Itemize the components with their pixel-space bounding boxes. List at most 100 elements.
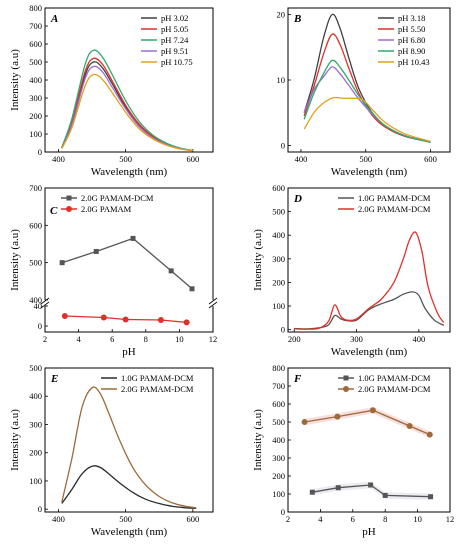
- x-axis-label: pH: [122, 346, 136, 358]
- y-tick-label: 500: [29, 363, 42, 373]
- legend-marker: [66, 195, 72, 201]
- panel-letter: F: [293, 373, 302, 385]
- x-tick-label: 8: [144, 334, 148, 344]
- series-line: [294, 291, 445, 330]
- axis-break-mark: [208, 301, 218, 309]
- series-line: [294, 231, 445, 330]
- data-point: [122, 316, 129, 323]
- x-tick-label: 400: [52, 514, 65, 524]
- legend-label: 1.0G PAMAM-DCM: [358, 373, 431, 383]
- legend-label: 1.0G PAMAM-DCM: [358, 193, 431, 203]
- legend-label: pH 5.05: [161, 24, 188, 34]
- x-tick-label: 6: [110, 334, 114, 344]
- y-tick-label: 400: [29, 295, 42, 305]
- panel-letter: A: [50, 13, 58, 25]
- y-tick-label: 600: [272, 183, 285, 193]
- y-tick-label: 600: [272, 399, 285, 409]
- y-tick-label: 10: [277, 75, 286, 85]
- x-tick-label: 300: [350, 334, 363, 344]
- legend-label: pH 5.50: [398, 24, 425, 34]
- legend-label: pH 10.75: [161, 57, 193, 67]
- y-tick-label: 20: [277, 10, 286, 20]
- data-point: [309, 489, 315, 495]
- y-tick-label: 300: [29, 419, 42, 429]
- series-line: [61, 49, 193, 152]
- y-tick-label: 500: [29, 57, 42, 67]
- legend-label: pH 7.24: [161, 35, 189, 45]
- y-tick-label: 500: [272, 207, 285, 217]
- y-tick-label: 600: [29, 220, 42, 230]
- x-tick-label: 6: [351, 514, 355, 524]
- data-point: [369, 407, 376, 414]
- y-tick-label: 200: [29, 111, 42, 121]
- y-tick-label: 300: [272, 453, 285, 463]
- legend-marker: [343, 386, 349, 392]
- x-tick-label: 600: [186, 154, 199, 164]
- panel-c: 2 4 6 8 10 12 400 500 600 700 0 40 pH Intensity (a.u)…: [9, 183, 217, 358]
- plot-frame: [44, 187, 214, 333]
- data-point: [368, 482, 374, 488]
- series-line: [61, 386, 197, 509]
- y-axis-label: Intensity (a.u): [9, 229, 21, 291]
- x-tick-label: 4: [318, 514, 323, 524]
- series-line: [61, 465, 197, 509]
- x-tick-label: 10: [413, 514, 422, 524]
- y-tick-label: 0: [281, 140, 285, 150]
- data-point: [428, 494, 434, 500]
- panel-d: 200 300 400 0 100 200 300 400 500 600 Wavelength (…: [252, 183, 451, 358]
- legend-label: 2.0G PAMAM-DCM: [358, 204, 431, 214]
- legend-label: pH 9.51: [161, 46, 188, 56]
- data-point: [334, 413, 341, 420]
- y-tick-label: 0: [38, 504, 42, 514]
- x-tick-label: 400: [52, 154, 65, 164]
- series-line: [303, 59, 431, 143]
- data-point: [93, 248, 99, 254]
- plot-frame: [287, 187, 451, 333]
- series-line: [61, 237, 193, 290]
- data-point: [130, 235, 136, 241]
- y-tick-label: 200: [272, 277, 285, 287]
- y-tick-label: 800: [29, 3, 42, 13]
- legend-label: 2.0G PAMAM-DCM: [358, 384, 431, 394]
- x-tick-label: 10: [175, 334, 184, 344]
- series-line: [303, 33, 431, 143]
- y-tick-label: 800: [272, 363, 285, 373]
- legend-label: pH 3.02: [161, 13, 188, 23]
- legend-label: 1.0G PAMAM-DCM: [121, 373, 194, 383]
- legend-label: 2.0G PAMAM-DCM: [81, 193, 154, 203]
- x-tick-label: 2: [43, 334, 47, 344]
- x-tick-label: 400: [412, 334, 425, 344]
- y-tick-label: 400: [272, 435, 285, 445]
- panel-a: 400 500 600 0 100 200 300 400 500 600 700 800 Wavele…: [9, 3, 214, 178]
- y-tick-label: 400: [29, 75, 42, 85]
- legend-marker: [66, 206, 72, 212]
- y-tick-label: 0: [281, 325, 285, 335]
- x-axis-label: Wavelength (nm): [91, 526, 168, 538]
- data-point: [183, 319, 190, 326]
- x-tick-label: 500: [119, 154, 132, 164]
- data-point: [426, 431, 433, 438]
- data-point: [168, 268, 174, 274]
- panel-e: 400 500 600 0 100 200 300 400 500 Wavelength (nm)…: [9, 363, 214, 538]
- y-tick-label: 100: [272, 489, 285, 499]
- y-tick-label: 500: [272, 417, 285, 427]
- y-axis-label: Intensity (a.u): [252, 229, 264, 291]
- panel-letter: E: [50, 373, 58, 385]
- data-point: [61, 313, 68, 319]
- y-tick-label: 100: [29, 476, 42, 486]
- data-point: [157, 317, 164, 323]
- y-tick-label: 200: [272, 471, 285, 481]
- legend-label: pH 3.18: [398, 13, 425, 23]
- x-tick-label: 400: [295, 154, 308, 164]
- y-tick-label: 600: [29, 39, 42, 49]
- legend-label: pH 10.43: [398, 57, 430, 67]
- panel-letter: B: [293, 13, 301, 25]
- x-tick-label: 600: [186, 514, 199, 524]
- panel-letter: D: [293, 193, 302, 205]
- y-tick-label: 200: [29, 448, 42, 458]
- legend-marker: [343, 375, 349, 381]
